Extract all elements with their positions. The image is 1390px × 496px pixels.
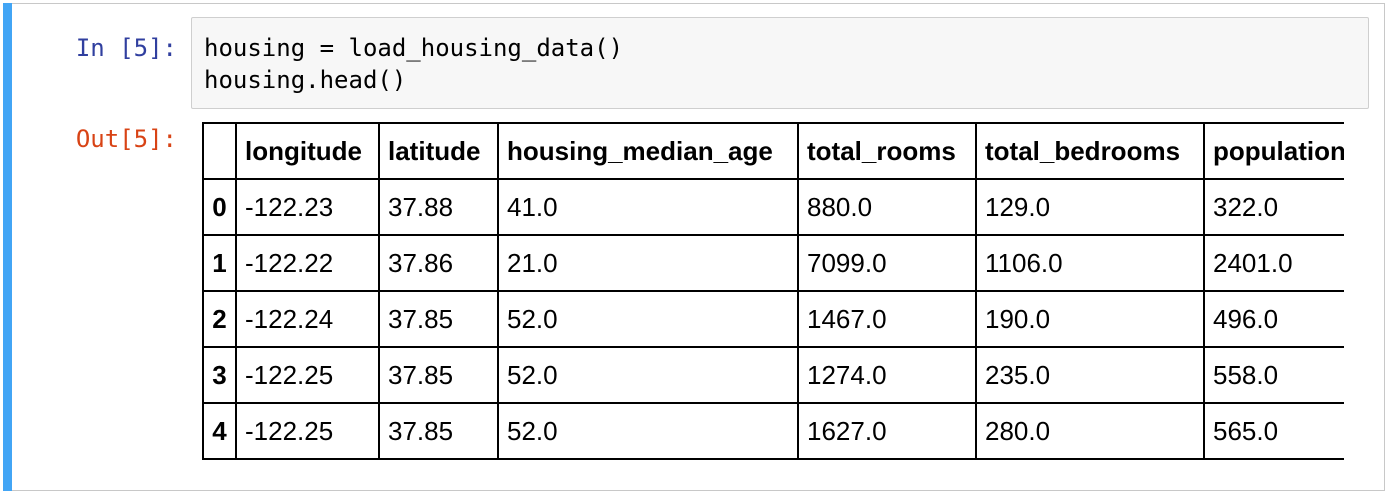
table-cell: -122.25 — [235, 402, 380, 460]
row-index: 3 — [202, 346, 237, 404]
table-row: 3 -122.25 37.85 52.0 1274.0 235.0 558.0 — [202, 346, 1344, 404]
table-cell: 190.0 — [975, 290, 1205, 348]
column-header: latitude — [378, 122, 499, 180]
table-cell: 880.0 — [797, 178, 977, 236]
code-input-area[interactable]: housing = load_housing_data() housing.he… — [191, 17, 1369, 109]
index-header — [202, 122, 237, 180]
output-prompt: Out[5]: — [75, 125, 177, 153]
row-index: 1 — [202, 234, 237, 292]
table-header-row: longitude latitude housing_median_age to… — [202, 122, 1344, 180]
table-cell: -122.22 — [235, 234, 380, 292]
table-cell: 21.0 — [497, 234, 799, 292]
input-prompt: In [5]: — [75, 34, 177, 62]
table-cell: 1467.0 — [797, 290, 977, 348]
dataframe-table: longitude latitude housing_median_age to… — [202, 122, 1344, 460]
row-index: 2 — [202, 290, 237, 348]
table-cell: 235.0 — [975, 346, 1205, 404]
table-row: 2 -122.24 37.85 52.0 1467.0 190.0 496.0 — [202, 290, 1344, 348]
column-header: longitude — [235, 122, 380, 180]
table-cell: 37.85 — [378, 290, 499, 348]
row-index: 4 — [202, 402, 237, 460]
output-area: longitude latitude housing_median_age to… — [202, 122, 1344, 472]
table-row: 0 -122.23 37.88 41.0 880.0 129.0 322.0 — [202, 178, 1344, 236]
cell-selection-bar — [3, 3, 12, 491]
table-cell: 37.86 — [378, 234, 499, 292]
table-cell: 280.0 — [975, 402, 1205, 460]
table-cell: 129.0 — [975, 178, 1205, 236]
table-cell: 7099.0 — [797, 234, 977, 292]
column-header: housing_median_age — [497, 122, 799, 180]
code-line: housing = load_housing_data() — [204, 34, 624, 62]
table-cell: 1627.0 — [797, 402, 977, 460]
table-cell: 558.0 — [1203, 346, 1344, 404]
table-cell: 565.0 — [1203, 402, 1344, 460]
table-cell: 1106.0 — [975, 234, 1205, 292]
table-cell: 52.0 — [497, 290, 799, 348]
table-cell: 41.0 — [497, 178, 799, 236]
table-cell: -122.24 — [235, 290, 380, 348]
row-index: 0 — [202, 178, 237, 236]
column-header: total_bedrooms — [975, 122, 1205, 180]
table-cell: 37.85 — [378, 346, 499, 404]
code-line: housing.head() — [204, 66, 407, 94]
code-editor[interactable]: housing = load_housing_data() housing.he… — [204, 32, 623, 96]
table-cell: 1274.0 — [797, 346, 977, 404]
table-row: 1 -122.22 37.86 21.0 7099.0 1106.0 2401.… — [202, 234, 1344, 292]
table-cell: 37.85 — [378, 402, 499, 460]
table-cell: 2401.0 — [1203, 234, 1344, 292]
column-header: population — [1203, 122, 1344, 180]
table-row: 4 -122.25 37.85 52.0 1627.0 280.0 565.0 — [202, 402, 1344, 460]
table-cell: 322.0 — [1203, 178, 1344, 236]
table-cell: -122.25 — [235, 346, 380, 404]
table-cell: 37.88 — [378, 178, 499, 236]
table-cell: 496.0 — [1203, 290, 1344, 348]
table-cell: 52.0 — [497, 402, 799, 460]
table-cell: -122.23 — [235, 178, 380, 236]
column-header: total_rooms — [797, 122, 977, 180]
table-cell: 52.0 — [497, 346, 799, 404]
